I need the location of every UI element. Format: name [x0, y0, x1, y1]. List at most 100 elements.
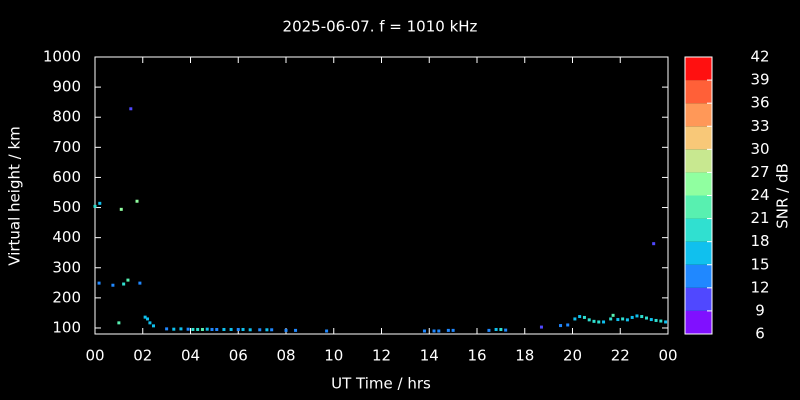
data-point — [126, 278, 130, 282]
data-point — [451, 328, 455, 332]
colorbar-band — [685, 241, 712, 265]
data-point — [248, 328, 252, 332]
data-point — [200, 327, 204, 331]
x-tick-label: 00 — [658, 347, 677, 365]
data-point — [592, 319, 596, 323]
colorbar-tick-label: 33 — [750, 117, 769, 135]
data-point — [654, 318, 658, 322]
data-point — [609, 317, 613, 321]
data-point — [539, 325, 543, 329]
y-tick-label: 200 — [52, 288, 81, 306]
x-axis-label: UT Time / hrs — [331, 375, 431, 393]
data-point — [196, 327, 200, 331]
y-tick-label: 1000 — [43, 48, 81, 66]
data-point — [98, 201, 102, 205]
x-tick-label: 14 — [420, 347, 439, 365]
data-point — [587, 318, 591, 322]
colorbar-band — [685, 195, 712, 219]
colorbar-tick-label: 27 — [750, 163, 769, 181]
x-tick-label: 00 — [85, 347, 104, 365]
colorbar-band — [685, 126, 712, 150]
data-point — [635, 314, 639, 318]
data-point — [578, 315, 582, 319]
colorbar-tick-label: 6 — [755, 325, 765, 343]
y-tick-label: 500 — [52, 198, 81, 216]
data-point — [186, 327, 190, 331]
data-point — [611, 313, 615, 317]
data-point — [325, 329, 329, 333]
colorbar-band — [685, 264, 712, 288]
x-tick-label: 18 — [515, 347, 534, 365]
data-point — [616, 318, 620, 322]
colorbar-tick-label: 9 — [755, 301, 765, 319]
y-tick-label: 300 — [52, 258, 81, 276]
data-point — [597, 320, 601, 324]
data-point — [504, 328, 508, 332]
data-point — [446, 328, 450, 332]
data-point — [573, 317, 577, 321]
colorbar-tick-label: 39 — [750, 71, 769, 89]
data-point — [566, 323, 570, 327]
data-point — [172, 327, 176, 331]
data-point — [215, 327, 219, 331]
colorbar-band — [685, 80, 712, 104]
data-point — [284, 328, 288, 332]
data-point — [621, 317, 625, 321]
data-point — [432, 329, 436, 333]
data-point — [437, 329, 441, 333]
data-point — [602, 320, 606, 324]
data-point — [143, 315, 147, 319]
colorbar-band — [685, 310, 712, 334]
colorbar-band — [685, 218, 712, 242]
colorbar-band — [685, 57, 712, 81]
data-point — [146, 317, 150, 321]
data-point — [270, 328, 274, 332]
data-point — [191, 327, 195, 331]
data-point — [241, 327, 245, 331]
colorbar-band — [685, 149, 712, 173]
data-point — [559, 324, 563, 328]
data-point — [138, 281, 142, 285]
data-point — [649, 318, 653, 322]
data-point — [148, 321, 152, 325]
colorbar-band — [685, 172, 712, 196]
data-point — [165, 327, 169, 331]
data-point — [179, 327, 183, 331]
data-point — [640, 315, 644, 319]
x-tick-label: 22 — [611, 347, 630, 365]
x-tick-label: 20 — [563, 347, 582, 365]
data-point — [129, 107, 133, 111]
x-tick-label: 10 — [324, 347, 343, 365]
data-point — [222, 327, 226, 331]
data-point — [422, 329, 426, 333]
x-tick-label: 04 — [181, 347, 200, 365]
data-point — [645, 316, 649, 320]
data-point — [93, 204, 97, 208]
data-point — [122, 282, 126, 286]
data-point — [135, 199, 139, 203]
x-tick-label: 02 — [133, 347, 152, 365]
colorbar-tick-label: 21 — [750, 209, 769, 227]
colorbar-band — [685, 103, 712, 127]
colorbar-label: SNR / dB — [774, 163, 792, 229]
colorbar-band — [685, 287, 712, 311]
data-point — [294, 328, 298, 332]
colorbar-tick-label: 42 — [750, 48, 769, 66]
data-point — [111, 283, 115, 287]
colorbar-tick-label: 15 — [750, 255, 769, 273]
data-point — [630, 315, 634, 319]
data-point — [117, 321, 121, 325]
data-point — [625, 318, 629, 322]
x-tick-label: 08 — [276, 347, 295, 365]
data-point — [236, 327, 240, 331]
y-tick-label: 100 — [52, 318, 81, 336]
data-point — [119, 207, 123, 211]
colorbar-tick-label: 36 — [750, 94, 769, 112]
colorbar-tick-label: 12 — [750, 278, 769, 296]
y-tick-label: 600 — [52, 168, 81, 186]
data-point — [210, 327, 214, 331]
x-tick-label: 06 — [229, 347, 248, 365]
chart-title: 2025-06-07. f = 1010 kHz — [283, 18, 478, 36]
